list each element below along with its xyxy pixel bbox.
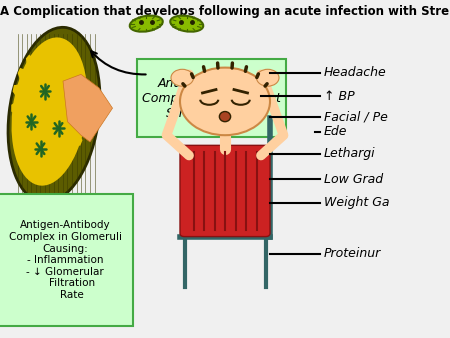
- Ellipse shape: [220, 112, 230, 122]
- Ellipse shape: [266, 97, 274, 105]
- Ellipse shape: [8, 27, 100, 202]
- Circle shape: [256, 69, 279, 86]
- Ellipse shape: [130, 16, 163, 32]
- Ellipse shape: [170, 16, 203, 32]
- Circle shape: [171, 69, 194, 86]
- Text: ↑ BP: ↑ BP: [324, 90, 355, 103]
- Polygon shape: [11, 45, 88, 171]
- Text: Antigen-Antibody
Complex in Glomeruli
Causing:
- Inflammation
- ↓ Glomerular
   : Antigen-Antibody Complex in Glomeruli Ca…: [9, 220, 122, 300]
- Ellipse shape: [12, 38, 87, 186]
- Text: Weight Ga: Weight Ga: [324, 196, 390, 209]
- Text: Low Grad: Low Grad: [324, 173, 383, 186]
- FancyBboxPatch shape: [180, 145, 270, 237]
- Text: Facial / Pe: Facial / Pe: [324, 110, 388, 123]
- Text: A Complication that develops following an acute infection with Streptococcal bac: A Complication that develops following a…: [0, 5, 450, 18]
- Text: Lethargi: Lethargi: [324, 147, 376, 160]
- Text: Ede: Ede: [324, 125, 347, 138]
- FancyBboxPatch shape: [137, 59, 286, 137]
- FancyBboxPatch shape: [0, 194, 133, 326]
- Polygon shape: [63, 74, 112, 142]
- Ellipse shape: [176, 97, 184, 105]
- Text: Headache: Headache: [324, 66, 387, 79]
- Text: Antigen-Antibody
Complex From Recent
Strep Infection: Antigen-Antibody Complex From Recent Str…: [142, 76, 281, 120]
- Text: Proteinur: Proteinur: [324, 247, 381, 260]
- Circle shape: [180, 68, 270, 135]
